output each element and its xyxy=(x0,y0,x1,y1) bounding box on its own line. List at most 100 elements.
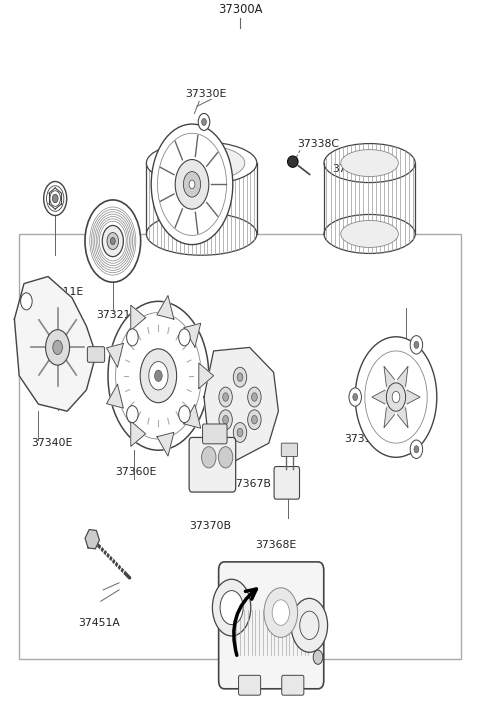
Circle shape xyxy=(179,329,190,346)
Polygon shape xyxy=(396,367,408,397)
Circle shape xyxy=(264,588,298,637)
Circle shape xyxy=(219,410,232,430)
Circle shape xyxy=(237,373,243,381)
FancyArrowPatch shape xyxy=(234,589,256,655)
Circle shape xyxy=(237,428,243,437)
Text: 37300A: 37300A xyxy=(218,3,262,16)
Text: 37350B: 37350B xyxy=(333,164,374,174)
Text: 37360E: 37360E xyxy=(115,467,156,476)
FancyBboxPatch shape xyxy=(203,424,227,444)
Polygon shape xyxy=(107,384,123,408)
Circle shape xyxy=(179,406,190,423)
Ellipse shape xyxy=(146,142,257,184)
Circle shape xyxy=(108,301,209,450)
Circle shape xyxy=(53,340,62,354)
FancyBboxPatch shape xyxy=(281,443,298,457)
Text: 37368E: 37368E xyxy=(255,540,297,550)
Text: 37340E: 37340E xyxy=(31,438,72,448)
Circle shape xyxy=(175,160,209,209)
Ellipse shape xyxy=(288,156,298,167)
Polygon shape xyxy=(372,390,396,404)
Circle shape xyxy=(155,370,162,381)
Text: 37370B: 37370B xyxy=(190,521,232,531)
Circle shape xyxy=(414,341,419,348)
Text: 37311E: 37311E xyxy=(42,287,84,297)
Polygon shape xyxy=(384,367,396,397)
Polygon shape xyxy=(131,421,145,447)
FancyBboxPatch shape xyxy=(19,234,461,659)
Circle shape xyxy=(248,387,261,407)
Circle shape xyxy=(272,600,289,625)
Text: 37330E: 37330E xyxy=(185,89,226,99)
Ellipse shape xyxy=(158,145,245,181)
Polygon shape xyxy=(204,347,278,461)
Polygon shape xyxy=(184,404,201,428)
Circle shape xyxy=(189,180,195,189)
Polygon shape xyxy=(184,323,201,347)
Polygon shape xyxy=(396,397,408,428)
Circle shape xyxy=(219,387,232,407)
FancyBboxPatch shape xyxy=(87,347,105,362)
Circle shape xyxy=(85,200,141,282)
Circle shape xyxy=(220,591,243,625)
Text: 37451A: 37451A xyxy=(78,618,120,628)
Ellipse shape xyxy=(324,215,415,254)
FancyBboxPatch shape xyxy=(239,675,261,695)
Ellipse shape xyxy=(341,150,398,177)
Polygon shape xyxy=(107,343,123,367)
Circle shape xyxy=(313,650,323,664)
Polygon shape xyxy=(157,296,174,319)
Circle shape xyxy=(223,415,228,424)
Circle shape xyxy=(410,335,422,354)
FancyBboxPatch shape xyxy=(218,562,324,689)
Circle shape xyxy=(414,446,419,453)
Circle shape xyxy=(46,330,70,365)
Circle shape xyxy=(218,447,233,468)
FancyBboxPatch shape xyxy=(282,675,304,695)
Polygon shape xyxy=(14,277,96,411)
Circle shape xyxy=(353,393,358,401)
Polygon shape xyxy=(199,363,214,389)
Circle shape xyxy=(233,423,247,442)
Circle shape xyxy=(110,238,115,245)
FancyBboxPatch shape xyxy=(274,467,300,499)
Text: 37367B: 37367B xyxy=(229,479,271,489)
Circle shape xyxy=(248,410,261,430)
Text: 37338C: 37338C xyxy=(298,139,340,149)
Circle shape xyxy=(21,293,32,310)
Text: 37390B: 37390B xyxy=(345,434,387,444)
Circle shape xyxy=(202,447,216,468)
Circle shape xyxy=(107,233,119,250)
Ellipse shape xyxy=(341,220,398,247)
Circle shape xyxy=(198,113,210,130)
Circle shape xyxy=(252,393,257,401)
Ellipse shape xyxy=(324,143,415,182)
Circle shape xyxy=(392,391,400,403)
Circle shape xyxy=(127,329,138,346)
Circle shape xyxy=(349,388,361,406)
Polygon shape xyxy=(384,397,396,428)
Ellipse shape xyxy=(146,213,257,255)
Circle shape xyxy=(291,598,327,652)
Circle shape xyxy=(223,393,228,401)
Circle shape xyxy=(212,579,251,636)
FancyBboxPatch shape xyxy=(189,437,236,492)
Circle shape xyxy=(52,194,58,203)
Polygon shape xyxy=(131,305,145,330)
Circle shape xyxy=(410,440,422,459)
Circle shape xyxy=(183,172,201,197)
Text: 37321B: 37321B xyxy=(96,310,138,320)
Circle shape xyxy=(386,383,406,411)
Circle shape xyxy=(202,118,206,125)
Polygon shape xyxy=(396,390,420,404)
Circle shape xyxy=(233,367,247,387)
Circle shape xyxy=(151,124,233,245)
Circle shape xyxy=(140,349,177,403)
Polygon shape xyxy=(85,530,99,549)
Polygon shape xyxy=(157,432,174,456)
Circle shape xyxy=(355,337,437,457)
Circle shape xyxy=(149,362,168,390)
Circle shape xyxy=(127,406,138,423)
Circle shape xyxy=(252,415,257,424)
Circle shape xyxy=(102,225,123,257)
